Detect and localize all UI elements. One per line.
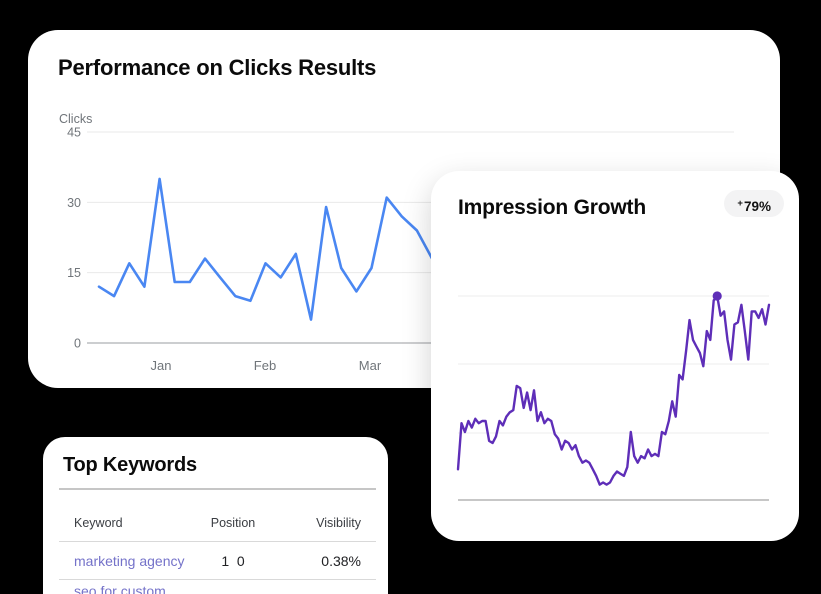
keyword-link[interactable]: seo for custom website (74, 582, 166, 594)
svg-text:45: 45 (67, 126, 81, 140)
growth-value: 79% (743, 199, 771, 214)
impression-growth-card: Impression Growth +79% (431, 171, 799, 541)
plus-sign: + (737, 198, 743, 209)
position-value: 1 0 (221, 552, 245, 569)
svg-text:0: 0 (74, 337, 81, 351)
column-header-keyword: Keyword (74, 516, 123, 530)
column-header-visibility: Visibility (316, 516, 361, 530)
svg-text:Jan: Jan (151, 358, 172, 373)
svg-text:30: 30 (67, 196, 81, 210)
peak-marker-dot (712, 291, 722, 301)
visibility-value: 0.38% (321, 552, 361, 569)
clicks-card-title: Performance on Clicks Results (58, 55, 377, 80)
svg-text:15: 15 (67, 266, 81, 280)
growth-percentage-badge: +79% (724, 190, 784, 217)
svg-text:Mar: Mar (359, 358, 382, 373)
svg-text:Feb: Feb (254, 358, 276, 373)
impression-card-title: Impression Growth (458, 196, 646, 219)
column-header-position: Position (210, 516, 256, 530)
keywords-card-title: Top Keywords (63, 454, 197, 476)
position-value: 1 0 (194, 591, 272, 594)
keywords-table: Keyword Position Visibility marketing ag… (59, 490, 376, 594)
table-header-row: Keyword Position Visibility (59, 490, 376, 542)
visibility-value: 0.38% (272, 591, 376, 594)
table-row: seo for custom website 1 00.38% (59, 580, 376, 594)
svg-text:Clicks: Clicks (59, 112, 92, 126)
title-divider (59, 488, 376, 490)
top-keywords-card: Top Keywords Keyword Position Visibility… (43, 437, 388, 594)
impressions-line-chart (456, 291, 771, 501)
keyword-link[interactable]: marketing agency (74, 552, 185, 569)
table-row: marketing agency 1 0 0.38% (59, 542, 376, 580)
